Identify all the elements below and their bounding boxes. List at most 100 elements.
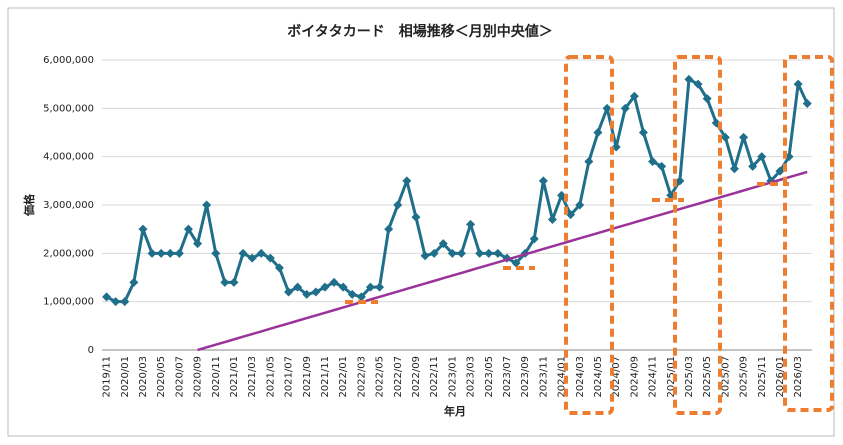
point (147, 248, 157, 258)
point (265, 253, 275, 263)
point (638, 128, 648, 137)
x-tick-label: 2021/05 (265, 356, 276, 398)
x-tick-label: 2021/07 (284, 356, 295, 398)
x-tick-label: 2020/01 (120, 356, 131, 398)
chart-border (7, 7, 835, 437)
x-tick-label: 2019/11 (102, 356, 113, 398)
y-tick-label: 4,000,000 (43, 152, 94, 163)
point (466, 219, 476, 229)
x-tick-label: 2020/07 (174, 356, 185, 398)
point (120, 297, 130, 307)
point (238, 248, 248, 258)
x-tick-label: 2020/11 (211, 356, 222, 398)
x-tick-label: 2023/01 (447, 356, 458, 398)
point (538, 176, 548, 186)
point (347, 289, 357, 299)
point (375, 282, 385, 292)
x-tick-label: 2024/11 (648, 356, 659, 398)
point (183, 224, 193, 234)
point (702, 94, 712, 104)
x-tick-label: 2020/03 (138, 356, 149, 398)
point (757, 152, 767, 162)
point (356, 292, 366, 302)
x-tick-label: 2024/03 (575, 356, 586, 398)
point (165, 248, 175, 258)
point (584, 157, 594, 166)
x-tick-label: 2022/07 (393, 356, 404, 398)
x-tick-label: 2024/05 (593, 356, 604, 398)
point (338, 282, 348, 292)
highlight-box (564, 55, 614, 415)
point (311, 287, 321, 297)
point (284, 287, 294, 297)
point (138, 224, 148, 234)
x-tick-label: 2021/09 (302, 356, 313, 398)
x-tick-label: 2021/11 (320, 356, 331, 398)
point (547, 215, 557, 224)
highlight-box (783, 55, 834, 412)
y-tick-label: 6,000,000 (43, 55, 94, 66)
point (384, 224, 394, 234)
point (438, 239, 448, 249)
point (402, 176, 412, 186)
point (511, 258, 521, 268)
point (447, 248, 457, 258)
point (193, 239, 203, 249)
x-tick-label: 2022/11 (429, 356, 440, 398)
x-tick-label: 2026/03 (793, 356, 804, 398)
x-tick-label: 2020/09 (193, 356, 204, 398)
y-axis-title: 価格 (22, 193, 36, 217)
x-tick-label: 2025/01 (666, 356, 677, 398)
x-tick-label: 2022/05 (375, 356, 386, 398)
point (693, 79, 703, 89)
point (302, 289, 312, 299)
x-tick-label: 2022/01 (338, 356, 349, 398)
x-tick-label: 2021/03 (247, 356, 258, 398)
point (393, 200, 403, 210)
y-tick-label: 3,000,000 (43, 200, 94, 211)
point (684, 74, 694, 84)
x-tick-label: 2025/07 (720, 356, 731, 398)
point (557, 190, 567, 200)
point (156, 248, 166, 258)
y-tick-label: 2,000,000 (43, 248, 94, 259)
point (320, 282, 330, 292)
x-tick-label: 2023/07 (502, 356, 513, 398)
x-tick-label: 2020/05 (156, 356, 167, 398)
point (229, 277, 239, 287)
point (657, 161, 667, 171)
point (484, 248, 494, 258)
point (529, 234, 539, 244)
x-tick-label: 2023/03 (466, 356, 477, 398)
x-tick-label: 2023/11 (538, 356, 549, 398)
point (111, 297, 121, 307)
x-tick-label: 2024/09 (629, 356, 640, 398)
point (602, 103, 612, 113)
point (475, 248, 485, 258)
x-tick-label: 2021/01 (229, 356, 240, 398)
point (329, 277, 339, 287)
x-tick-label: 2025/11 (757, 356, 768, 398)
x-tick-label: 2023/05 (484, 356, 495, 398)
y-tick-label: 1,000,000 (43, 297, 94, 308)
point (429, 248, 439, 258)
point (129, 277, 139, 287)
point (720, 132, 730, 142)
point (247, 253, 257, 263)
x-tick-label: 2022/03 (356, 356, 367, 398)
point (575, 200, 585, 210)
point (293, 282, 303, 292)
point (729, 164, 739, 174)
point (456, 248, 466, 258)
point (420, 251, 430, 261)
point (211, 248, 221, 258)
x-tick-label: 2026/01 (775, 356, 786, 398)
point (775, 166, 785, 176)
point (566, 210, 576, 220)
x-tick-label: 2024/07 (611, 356, 622, 398)
point (256, 248, 266, 258)
point (648, 157, 658, 166)
highlight-box (673, 55, 722, 415)
x-tick-label: 2022/09 (411, 356, 422, 398)
